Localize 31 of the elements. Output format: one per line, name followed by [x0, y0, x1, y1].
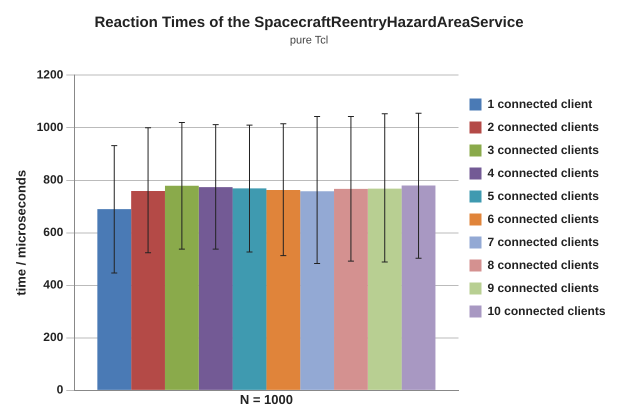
- bar: [97, 209, 132, 390]
- y-tick-label: 200: [43, 330, 64, 344]
- y-axis-title: time / microseconds: [13, 170, 28, 296]
- y-tick-label: 1200: [36, 68, 64, 82]
- x-axis-title: N = 1000: [240, 392, 293, 407]
- y-tick-label: 1000: [36, 120, 64, 134]
- legend-label: 10 connected clients: [488, 304, 606, 318]
- y-tick-label: 0: [56, 382, 64, 397]
- legend-label: 4 connected clients: [488, 166, 600, 180]
- bar: [334, 188, 368, 390]
- bar: [402, 186, 436, 390]
- legend-label: 8 connected clients: [488, 258, 600, 272]
- y-tick-label: 800: [43, 172, 64, 187]
- chart-title: Reaction Times of the SpacecraftReentryHazardAreaService: [94, 14, 524, 32]
- bar: [232, 188, 266, 390]
- y-tick-label: 400: [43, 278, 64, 292]
- y-tick-label: 600: [43, 225, 64, 240]
- chart-subtitle: pure Tcl: [290, 34, 328, 47]
- legend-label: 7 connected clients: [488, 234, 600, 249]
- legend-label: 9 connected clients: [488, 280, 600, 295]
- bar: [164, 186, 199, 390]
- legend-label: 3 connected clients: [488, 142, 600, 157]
- legend-label: 1 connected client: [488, 96, 592, 111]
- bar: [198, 187, 233, 390]
- bar: [131, 191, 165, 390]
- legend-label: 2 connected clients: [488, 120, 600, 134]
- bar: [300, 191, 334, 390]
- bar: [368, 188, 402, 390]
- legend-label: 6 connected clients: [488, 212, 600, 226]
- bar: [266, 190, 300, 390]
- legend-label: 5 connected clients: [488, 188, 600, 203]
